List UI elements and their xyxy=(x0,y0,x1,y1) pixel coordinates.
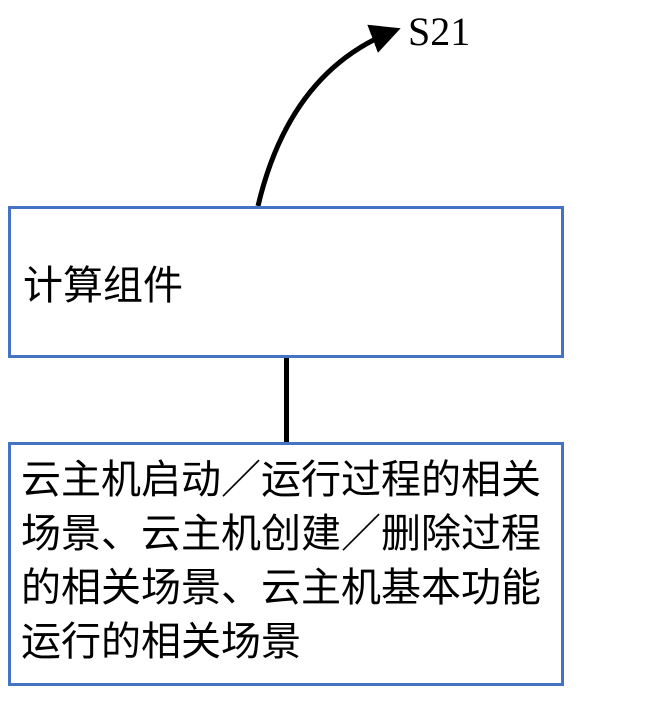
diagram-canvas: S21 计算组件 云主机启动／运行过程的相关场景、云主机创建／删除过程的相关场景… xyxy=(0,0,652,718)
node-compute-component: 计算组件 xyxy=(8,206,564,358)
node-scenarios: 云主机启动／运行过程的相关场景、云主机创建／删除过程的相关场景、云主机基本功能运… xyxy=(8,442,564,686)
node-scenarios-text: 云主机启动／运行过程的相关场景、云主机创建／删除过程的相关场景、云主机基本功能运… xyxy=(21,457,541,664)
node-compute-component-text: 计算组件 xyxy=(23,253,183,311)
connector-1 xyxy=(284,358,289,442)
